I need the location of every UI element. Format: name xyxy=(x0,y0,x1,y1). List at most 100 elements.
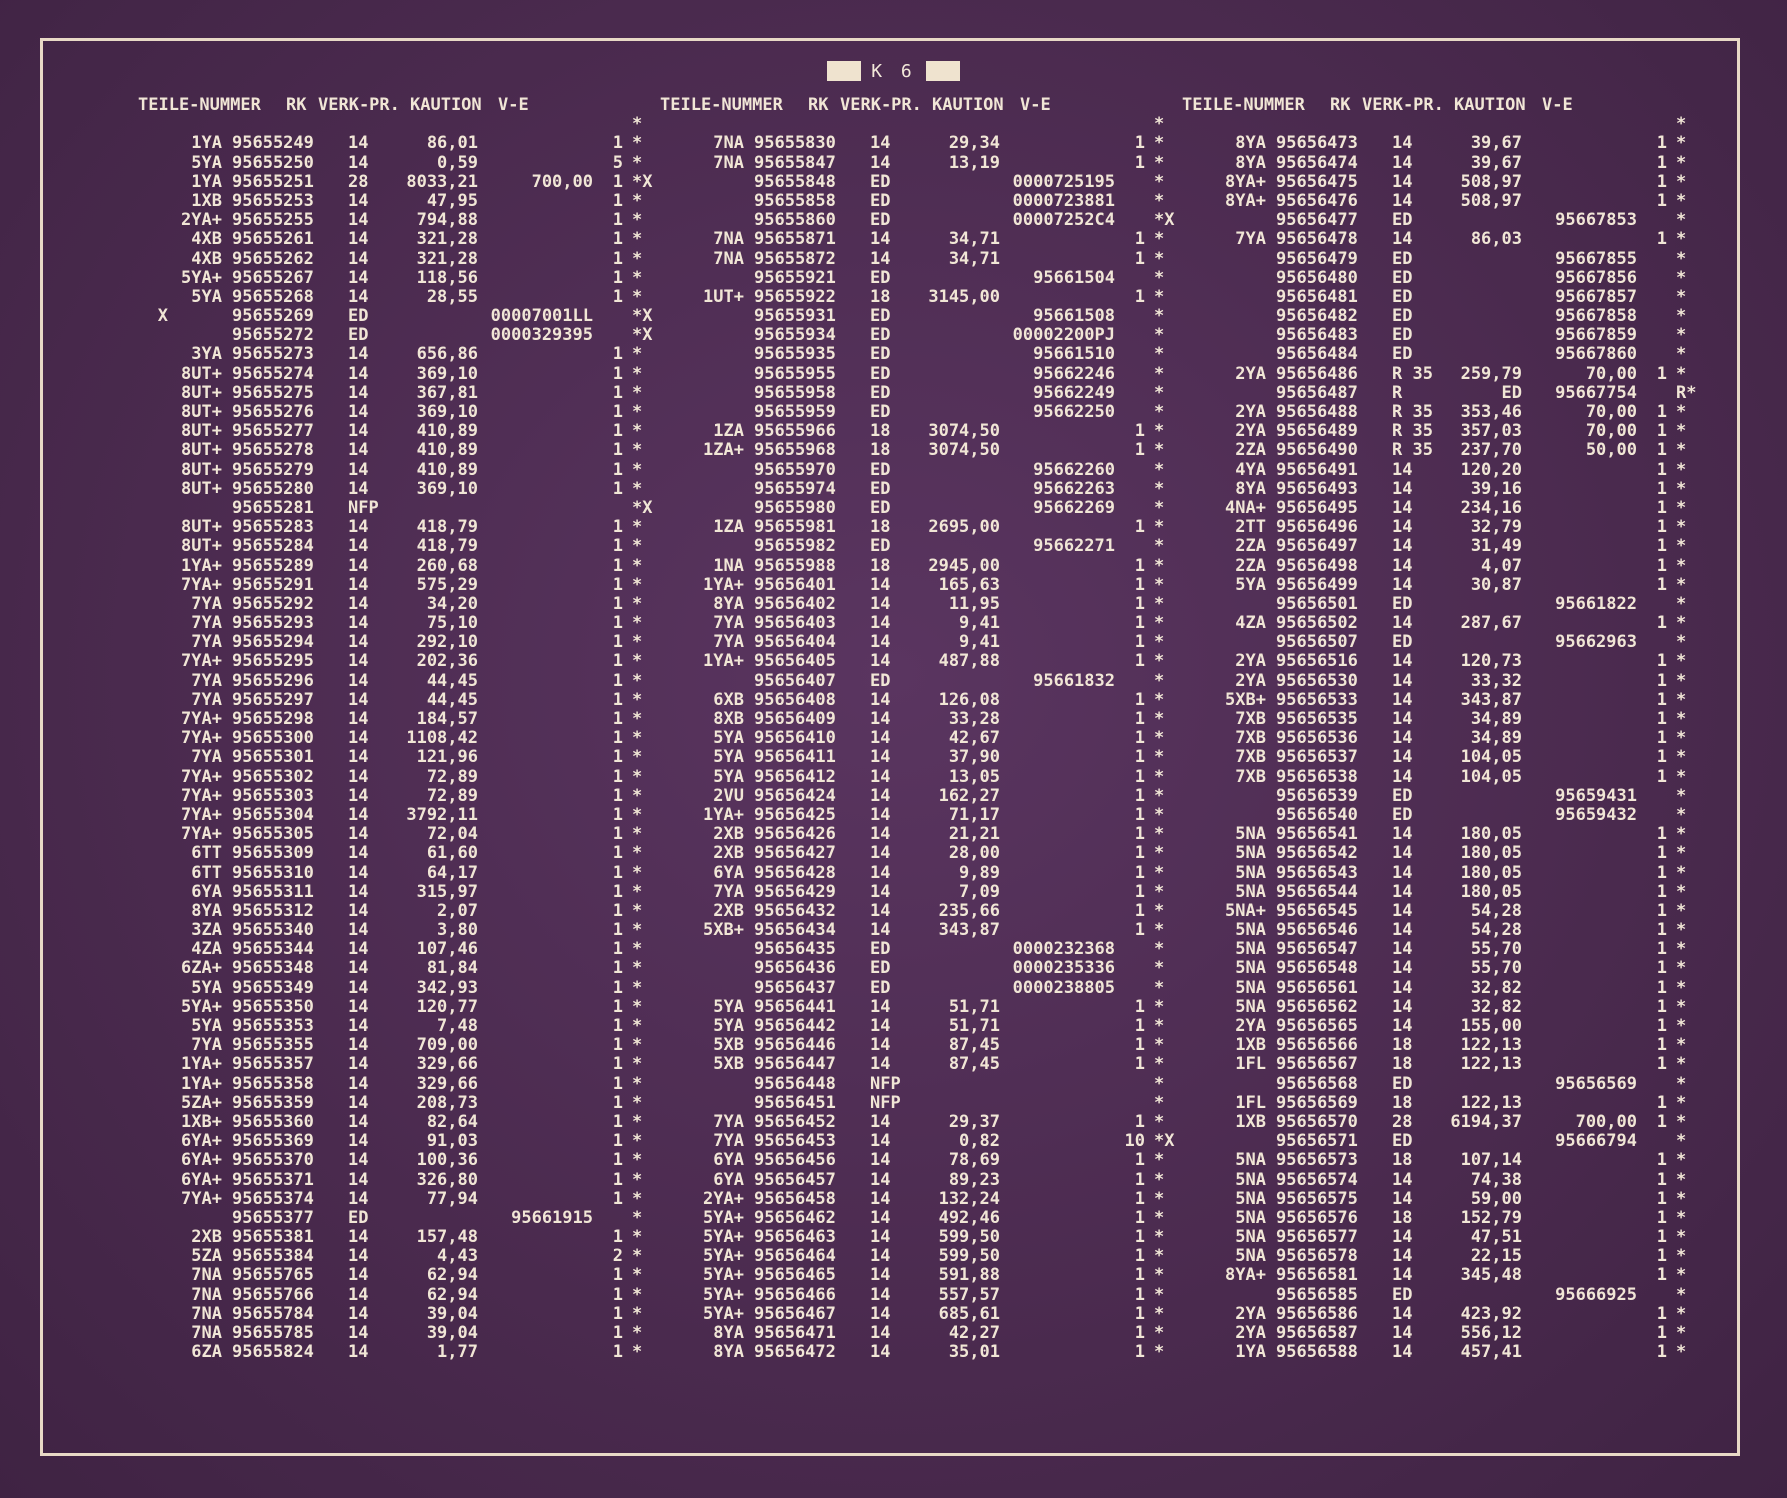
packing-unit: 1 xyxy=(612,517,623,538)
rk-code: 14 xyxy=(1392,574,1413,595)
rk-code: ED xyxy=(1392,344,1413,365)
table-row: 2XB 95656427 14 28,00 1 * xyxy=(630,844,1170,863)
rk-code: ED xyxy=(870,382,891,403)
rk-code: 14 xyxy=(870,152,891,173)
row-marker: * xyxy=(1676,1188,1687,1209)
table-row: 2XB 95656432 14 235,66 1 * xyxy=(630,901,1170,921)
part-number: 95656451 xyxy=(754,1092,836,1113)
packing-unit: 1 xyxy=(612,1169,623,1190)
rk-code: 14 xyxy=(348,421,369,442)
sales-price: 410,89 xyxy=(416,459,478,480)
part-number: 95655267 xyxy=(232,267,314,288)
deposit: 700,00 xyxy=(531,171,593,192)
part-number: 95656436 xyxy=(754,958,836,979)
packing-unit: 1 xyxy=(612,1111,623,1132)
row-marker: * xyxy=(632,1150,643,1171)
rk-code: 14 xyxy=(348,1303,369,1324)
model-code: 1UT+ xyxy=(703,286,744,307)
sales-price: 32,79 xyxy=(1470,517,1522,538)
model-code: 5ZA xyxy=(191,1246,222,1267)
row-marker: * xyxy=(1676,1207,1687,1228)
table-row: 4ZA 95655344 14 107,46 1 * xyxy=(108,940,648,959)
model-code: 7NA xyxy=(191,1284,222,1305)
table-row: 5YA+ 95655267 14 118,56 1 * xyxy=(108,267,648,288)
deposit: 0000723881 xyxy=(1012,190,1115,211)
part-number: 95655824 xyxy=(232,1342,314,1363)
part-number: 95656565 xyxy=(1276,1016,1358,1036)
part-number: 95656404 xyxy=(754,632,836,653)
packing-unit: 1 xyxy=(1134,824,1145,845)
model-code: 8YA+ xyxy=(1225,171,1266,192)
part-number: 95656475 xyxy=(1276,171,1358,192)
table-row: 6TT 95655309 14 61,60 1 * xyxy=(108,844,648,863)
table-row: 7NA 95655830 14 29,34 1 * xyxy=(630,134,1170,153)
model-code: 2ZA xyxy=(1235,555,1266,576)
packing-unit: 1 xyxy=(1134,229,1145,250)
packing-unit: 1 xyxy=(612,402,623,422)
row-marker: * xyxy=(1154,1169,1165,1190)
packing-unit: 1 xyxy=(1134,1054,1145,1075)
sales-price: 1108,42 xyxy=(406,728,478,749)
part-number: 95656576 xyxy=(1276,1207,1358,1228)
part-number: 95656411 xyxy=(754,747,836,768)
deposit: 0000232368 xyxy=(1012,939,1115,960)
part-number: 95655847 xyxy=(754,152,836,173)
row-marker: * xyxy=(1676,593,1687,614)
sales-price: 86,01 xyxy=(426,133,478,154)
part-number: 95656427 xyxy=(754,843,836,864)
packing-unit: 1 xyxy=(1134,1169,1145,1190)
deposit: 95661508 xyxy=(1033,306,1115,327)
row-marker: * xyxy=(1154,517,1165,538)
model-code: 5YA+ xyxy=(703,1207,744,1228)
table-row: 95655848 ED 0000725195 * xyxy=(630,172,1170,192)
rk-code: 14 xyxy=(870,1150,891,1171)
model-code: 5YA xyxy=(713,1016,744,1036)
table-row: 5NA 95656561 14 32,82 1 * xyxy=(1152,978,1692,998)
row-marker: * xyxy=(1154,1150,1165,1171)
packing-unit: 1 xyxy=(1656,574,1667,595)
part-number: 95656483 xyxy=(1276,325,1358,346)
rk-code: 14 xyxy=(870,728,891,749)
table-row: 5YA 95656410 14 42,67 1 * xyxy=(630,728,1170,749)
table-row: 5ZA+ 95655359 14 208,73 1 * xyxy=(108,1093,648,1113)
rk-code: ED xyxy=(1392,248,1413,269)
part-number: 95655251 xyxy=(232,171,314,192)
model-code: 8UT+ xyxy=(181,363,222,384)
sales-price: 3074,50 xyxy=(928,440,1000,461)
row-marker: * xyxy=(1676,210,1687,231)
table-row: 8UT+ 95655274 14 369,10 1 * xyxy=(108,363,648,384)
row-marker: * xyxy=(1154,190,1165,211)
price-list-column-1: TEILE-NUMMER RK VERK-PR. KAUTION V-E * 1YA 9565… xyxy=(108,95,652,1363)
table-row: 5NA 95656562 14 32,82 1 * xyxy=(1152,997,1692,1017)
sales-price: 54,28 xyxy=(1470,900,1522,921)
rk-code: 18 xyxy=(870,286,891,307)
sales-price: 410,89 xyxy=(416,421,478,442)
rk-code: ED xyxy=(870,267,891,288)
table-row: 1YA+ 95655357 14 329,66 1 * xyxy=(108,1055,648,1074)
rk-code: 14 xyxy=(348,1054,369,1075)
table-row: 7YA+ 95655303 14 72,89 1 * xyxy=(108,786,648,806)
part-number: 95656429 xyxy=(754,881,836,902)
rk-code: 14 xyxy=(1392,1188,1413,1209)
price-list-column-3: TEILE-NUMMER RK VERK-PR. KAUTION V-E * 8YA 9565… xyxy=(1152,95,1696,1362)
sales-price: 122,13 xyxy=(1460,1054,1522,1075)
row-marker: * xyxy=(1676,440,1687,461)
part-number: 95656542 xyxy=(1276,843,1358,864)
model-code: 1FL xyxy=(1235,1054,1266,1075)
rk-code: 14 xyxy=(348,363,369,384)
part-number: 95655872 xyxy=(754,248,836,269)
table-row: 7NA 95655872 14 34,71 1 * xyxy=(630,248,1170,269)
deposit: 70,00 xyxy=(1585,421,1637,442)
packing-unit: 1 xyxy=(612,632,623,653)
packing-unit: 1 xyxy=(1656,1188,1667,1209)
rk-code: 14 xyxy=(870,785,891,806)
sales-price: 260,68 xyxy=(416,555,478,576)
row-marker: * xyxy=(632,1035,643,1056)
model-code: 1XB xyxy=(191,190,222,211)
sales-price: 72,04 xyxy=(426,824,478,845)
part-number: 95655371 xyxy=(232,1169,314,1190)
packing-unit: 1 xyxy=(612,478,623,499)
rk-code: 14 xyxy=(348,958,369,979)
model-code: 7YA+ xyxy=(181,804,222,825)
table-row: 95656482 ED 95667858 * xyxy=(1152,306,1692,326)
